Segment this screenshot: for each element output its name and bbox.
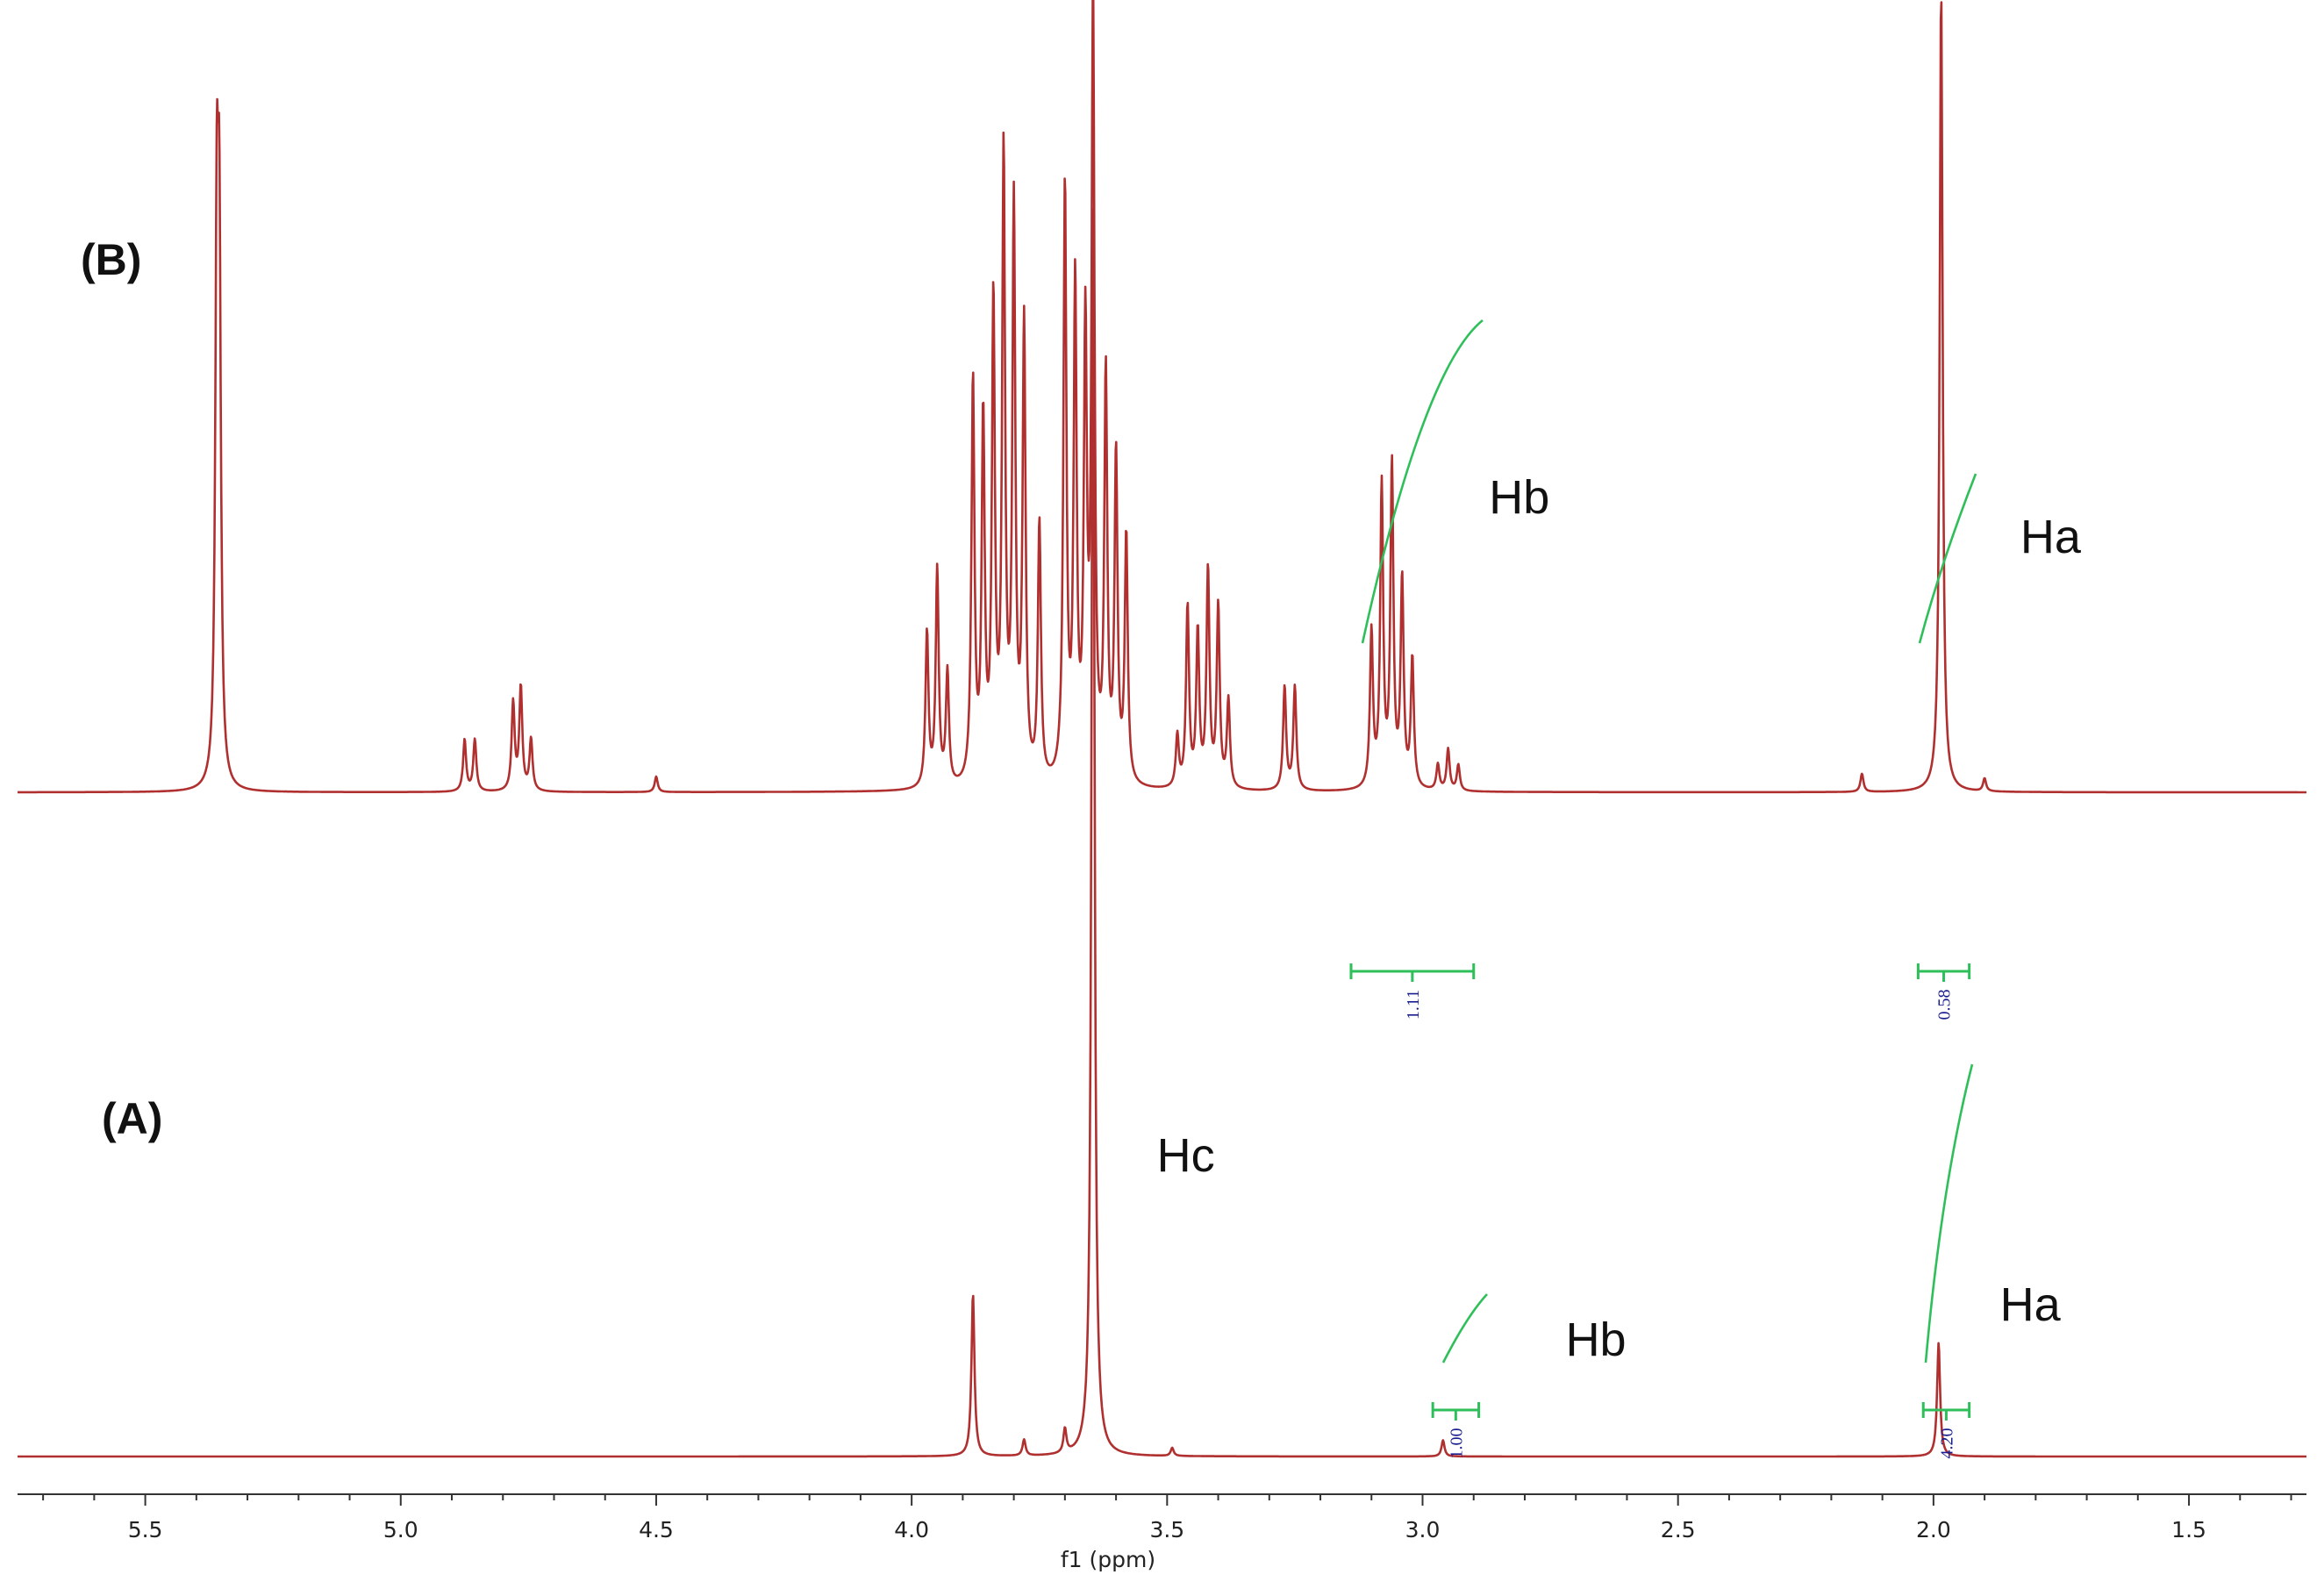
x-axis-label: f1 (ppm): [1061, 1547, 1155, 1572]
x-tick-label: 5.5: [128, 1517, 163, 1542]
integral-curve: [1441, 1293, 1488, 1364]
integral-value: 1.11: [1404, 990, 1423, 1020]
integral-1: 1.11: [1349, 319, 1484, 1020]
panel-label-b: (B): [81, 235, 141, 284]
peak-label-ha: Ha: [2000, 1278, 2062, 1331]
peak-label-ha: Ha: [2020, 511, 2082, 563]
x-tick-label: 4.5: [639, 1517, 674, 1542]
spectrum-line-a: [17, 208, 2307, 1458]
x-tick-label: 4.0: [894, 1517, 929, 1542]
x-tick-label: 3.0: [1405, 1517, 1441, 1542]
panel-label-a: (A): [102, 1094, 162, 1143]
x-axis: 5.5 5.0 4.5 4.0 3.5 3.0 2.5 2.0 1.5: [18, 1493, 2306, 1542]
integrals: 1.11 0.58 1.00 4.20: [1349, 319, 1977, 1459]
spectra: [17, 0, 2307, 1458]
peak-label-hb: Hb: [1489, 471, 1549, 524]
integral-2: 0.58: [1916, 473, 1977, 1020]
peak-label-hb: Hb: [1566, 1313, 1627, 1366]
integral-curve: [1924, 1063, 1974, 1364]
integral-value: 4.20: [1937, 1428, 1956, 1459]
integral-value: 0.58: [1935, 990, 1955, 1020]
peak-labels: Hb Ha Hc Hb Ha: [1157, 471, 2082, 1366]
integral-value: 1.00: [1447, 1428, 1466, 1459]
integral-3: 1.00: [1431, 1293, 1488, 1459]
x-tick-label: 3.5: [1149, 1517, 1184, 1542]
peak-label-hc: Hc: [1157, 1129, 1215, 1182]
spectrum-line-b: [17, 0, 2307, 794]
integral-4: 4.20: [1921, 1063, 1974, 1459]
x-tick-label: 1.5: [2171, 1517, 2206, 1542]
x-tick-label: 5.0: [383, 1517, 418, 1542]
integral-curve: [1918, 473, 1977, 644]
panel-labels: (B) (A): [81, 235, 162, 1143]
x-tick-label: 2.0: [1916, 1517, 1951, 1542]
integral-curve: [1361, 319, 1484, 644]
x-tick-label: 2.5: [1661, 1517, 1696, 1542]
